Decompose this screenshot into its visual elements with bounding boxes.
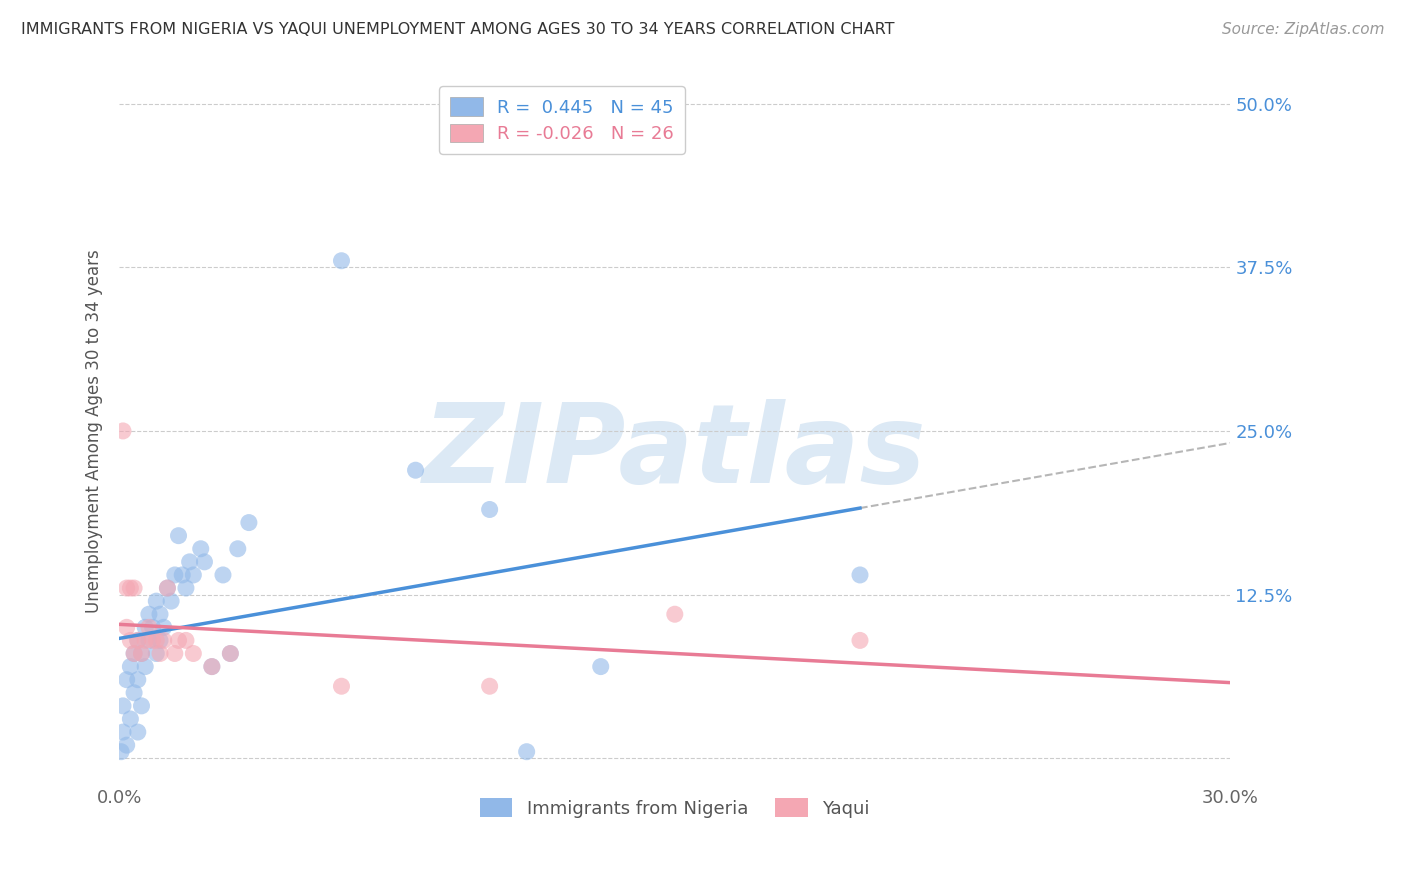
Point	[145, 633, 167, 648]
Point	[219, 647, 242, 661]
Point	[122, 581, 145, 595]
Point	[478, 679, 501, 693]
Point	[190, 541, 212, 556]
Point	[111, 725, 134, 739]
Point	[134, 659, 156, 673]
Point	[145, 647, 167, 661]
Point	[163, 647, 186, 661]
Point	[149, 647, 172, 661]
Point	[183, 647, 205, 661]
Point	[156, 581, 179, 595]
Point	[131, 647, 153, 661]
Point	[122, 686, 145, 700]
Point	[516, 745, 538, 759]
Point	[183, 568, 205, 582]
Point	[330, 253, 353, 268]
Point	[127, 673, 149, 687]
Point	[179, 555, 201, 569]
Point	[238, 516, 260, 530]
Point	[131, 647, 153, 661]
Point	[127, 725, 149, 739]
Point	[115, 673, 138, 687]
Text: IMMIGRANTS FROM NIGERIA VS YAQUI UNEMPLOYMENT AMONG AGES 30 TO 34 YEARS CORRELAT: IMMIGRANTS FROM NIGERIA VS YAQUI UNEMPLO…	[21, 22, 894, 37]
Point	[134, 633, 156, 648]
Point	[115, 581, 138, 595]
Point	[115, 620, 138, 634]
Point	[152, 620, 174, 634]
Point	[160, 594, 183, 608]
Point	[122, 647, 145, 661]
Point	[115, 738, 138, 752]
Point	[330, 679, 353, 693]
Point	[849, 633, 872, 648]
Point	[664, 607, 686, 622]
Point	[478, 502, 501, 516]
Point	[193, 555, 215, 569]
Point	[122, 647, 145, 661]
Point	[120, 712, 142, 726]
Point	[167, 633, 190, 648]
Point	[120, 659, 142, 673]
Point	[142, 633, 165, 648]
Point	[849, 568, 872, 582]
Text: ZIPatlas: ZIPatlas	[423, 399, 927, 506]
Y-axis label: Unemployment Among Ages 30 to 34 years: Unemployment Among Ages 30 to 34 years	[86, 249, 103, 613]
Point	[405, 463, 427, 477]
Point	[201, 659, 224, 673]
Point	[110, 745, 132, 759]
Point	[145, 594, 167, 608]
Point	[134, 620, 156, 634]
Point	[111, 698, 134, 713]
Point	[149, 633, 172, 648]
Point	[120, 581, 142, 595]
Point	[152, 633, 174, 648]
Point	[138, 607, 160, 622]
Legend: Immigrants from Nigeria, Yaqui: Immigrants from Nigeria, Yaqui	[472, 791, 877, 825]
Point	[163, 568, 186, 582]
Point	[138, 620, 160, 634]
Point	[120, 633, 142, 648]
Point	[174, 633, 197, 648]
Point	[142, 620, 165, 634]
Point	[138, 633, 160, 648]
Point	[156, 581, 179, 595]
Point	[172, 568, 194, 582]
Point	[111, 424, 134, 438]
Point	[212, 568, 235, 582]
Point	[219, 647, 242, 661]
Point	[149, 607, 172, 622]
Text: Source: ZipAtlas.com: Source: ZipAtlas.com	[1222, 22, 1385, 37]
Point	[131, 698, 153, 713]
Point	[174, 581, 197, 595]
Point	[127, 633, 149, 648]
Point	[201, 659, 224, 673]
Point	[167, 529, 190, 543]
Point	[589, 659, 612, 673]
Point	[127, 633, 149, 648]
Point	[226, 541, 249, 556]
